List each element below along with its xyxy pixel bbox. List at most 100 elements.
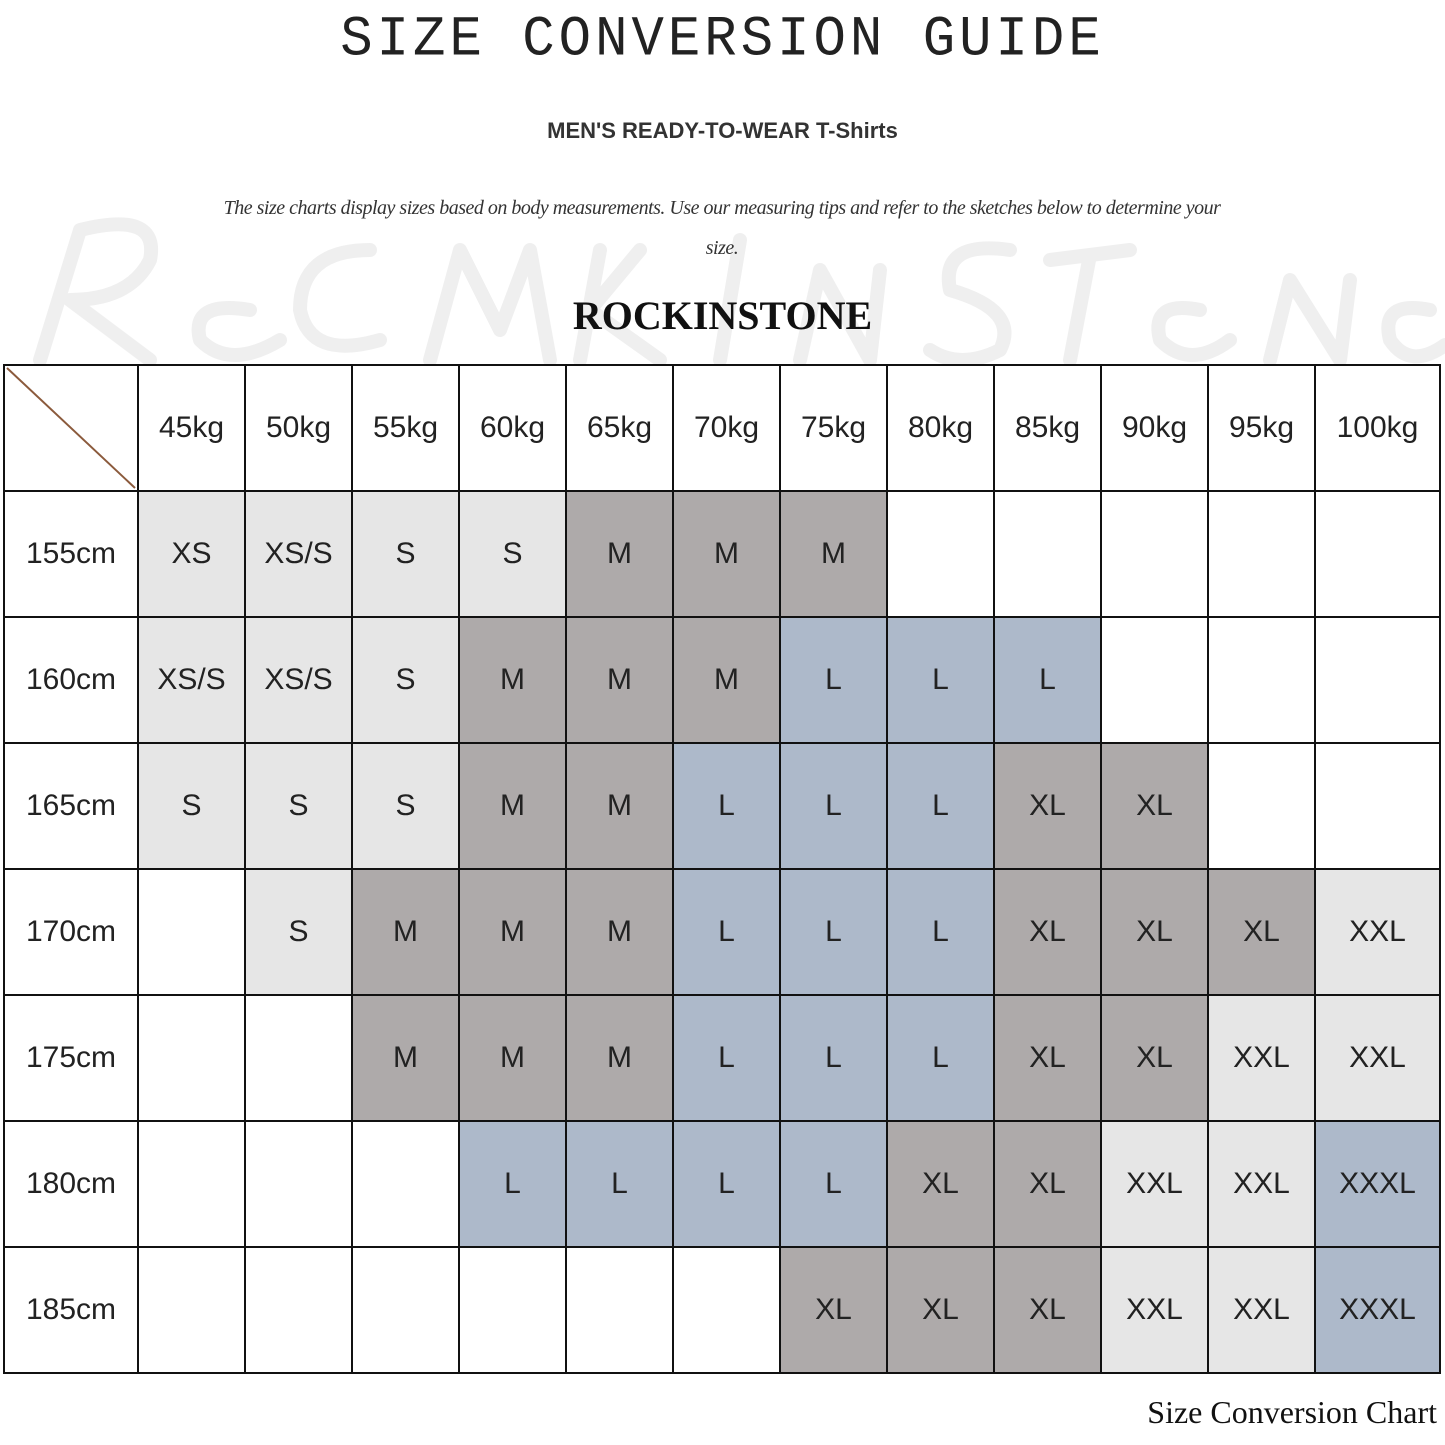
- table-row: 175cm M M M L L L XL XL XXL XXL: [3, 994, 1441, 1122]
- size-cell: M: [672, 490, 781, 618]
- table-row: 155cm XS XS/S S S M M M: [3, 490, 1441, 618]
- column-header: 50kg: [244, 364, 353, 492]
- row-header: 160cm: [3, 616, 139, 744]
- size-cell: XS/S: [244, 490, 353, 618]
- size-cell: XL: [1100, 868, 1209, 996]
- size-cell: S: [244, 868, 353, 996]
- size-cell: L: [458, 1120, 567, 1248]
- column-header: 55kg: [351, 364, 460, 492]
- brand-name: ROCKINSTONE: [572, 293, 873, 338]
- row-header: 165cm: [3, 742, 139, 870]
- size-cell: XL: [993, 868, 1102, 996]
- size-cell: M: [565, 868, 674, 996]
- size-cell: L: [886, 868, 995, 996]
- column-header: 100kg: [1314, 364, 1441, 492]
- size-cell: [137, 868, 246, 996]
- size-cell: [244, 1120, 353, 1248]
- size-cell: XL: [993, 994, 1102, 1122]
- header-row: 45kg 50kg 55kg 60kg 65kg 70kg 75kg 80kg 85kg 90kg…: [3, 364, 1441, 492]
- size-cell: L: [779, 742, 888, 870]
- size-cell: L: [672, 994, 781, 1122]
- size-cell: XS/S: [244, 616, 353, 744]
- size-cell: [351, 1120, 460, 1248]
- size-cell: [244, 1246, 353, 1374]
- watermark-logo: [33, 217, 1445, 365]
- size-cell: L: [779, 1120, 888, 1248]
- size-cell: [1314, 490, 1441, 618]
- diagonal-line: [6, 367, 136, 489]
- size-cell: [351, 1246, 460, 1374]
- size-cell: XS: [137, 490, 246, 618]
- size-cell: XXL: [1207, 994, 1316, 1122]
- column-header: 85kg: [993, 364, 1102, 492]
- table-row: 165cm S S S M M L L L XL XL: [3, 742, 1441, 870]
- size-cell: [1314, 616, 1441, 744]
- size-cell: [244, 994, 353, 1122]
- size-cell: M: [351, 868, 460, 996]
- size-cell: XL: [993, 742, 1102, 870]
- corner-cell: [3, 364, 139, 492]
- column-header: 95kg: [1207, 364, 1316, 492]
- size-cell: L: [886, 994, 995, 1122]
- size-cell: L: [565, 1120, 674, 1248]
- size-cell: XL: [886, 1246, 995, 1374]
- size-cell: XL: [1100, 742, 1209, 870]
- size-cell: M: [458, 742, 567, 870]
- size-cell: [886, 490, 995, 618]
- column-header: 70kg: [672, 364, 781, 492]
- size-cell: [1314, 742, 1441, 870]
- size-cell: L: [886, 742, 995, 870]
- size-cell: M: [351, 994, 460, 1122]
- row-header: 175cm: [3, 994, 139, 1122]
- row-header: 155cm: [3, 490, 139, 618]
- size-cell: [137, 1120, 246, 1248]
- description: The size charts display sizes based on b…: [223, 197, 1221, 259]
- size-cell: [672, 1246, 781, 1374]
- size-cell: L: [993, 616, 1102, 744]
- size-cell: M: [565, 742, 674, 870]
- size-cell: L: [672, 868, 781, 996]
- size-cell: S: [458, 490, 567, 618]
- size-cell: L: [779, 868, 888, 996]
- size-cell: [1100, 616, 1209, 744]
- size-cell: XXXL: [1314, 1246, 1441, 1374]
- size-cell: XXL: [1314, 994, 1441, 1122]
- size-cell: L: [779, 994, 888, 1122]
- size-cell: S: [137, 742, 246, 870]
- size-cell: [993, 490, 1102, 618]
- column-header: 75kg: [779, 364, 888, 492]
- size-cell: [458, 1246, 567, 1374]
- size-cell: M: [779, 490, 888, 618]
- size-cell: S: [244, 742, 353, 870]
- column-header: 90kg: [1100, 364, 1209, 492]
- size-cell: L: [672, 1120, 781, 1248]
- column-header: 80kg: [886, 364, 995, 492]
- row-header: 185cm: [3, 1246, 139, 1374]
- size-cell: M: [565, 616, 674, 744]
- table-row: 180cm L L L L XL XL XXL XXL XXXL: [3, 1120, 1441, 1248]
- table-row: 160cm XS/S XS/S S M M M L L L: [3, 616, 1441, 744]
- size-cell: S: [351, 742, 460, 870]
- size-cell: M: [458, 994, 567, 1122]
- size-cell: M: [672, 616, 781, 744]
- size-table: 45kg 50kg 55kg 60kg 65kg 70kg 75kg 80kg 85kg 90kg…: [3, 364, 1441, 1374]
- size-cell: M: [458, 616, 567, 744]
- size-cell: XL: [1207, 868, 1316, 996]
- size-cell: [1100, 490, 1209, 618]
- size-cell: [1207, 616, 1316, 744]
- size-cell: XXXL: [1314, 1120, 1441, 1248]
- size-cell: XL: [886, 1120, 995, 1248]
- size-cell: L: [779, 616, 888, 744]
- size-cell: XXL: [1100, 1246, 1209, 1374]
- column-header: 60kg: [458, 364, 567, 492]
- column-header: 65kg: [565, 364, 674, 492]
- row-header: 180cm: [3, 1120, 139, 1248]
- column-header: 45kg: [137, 364, 246, 492]
- footer-caption: Size Conversion Chart: [1147, 1394, 1437, 1430]
- row-header: 170cm: [3, 868, 139, 996]
- size-cell: L: [672, 742, 781, 870]
- size-cell: XL: [779, 1246, 888, 1374]
- size-cell: [137, 1246, 246, 1374]
- page-title: SIZE CONVERSION GUIDE: [340, 8, 1105, 73]
- size-cell: S: [351, 490, 460, 618]
